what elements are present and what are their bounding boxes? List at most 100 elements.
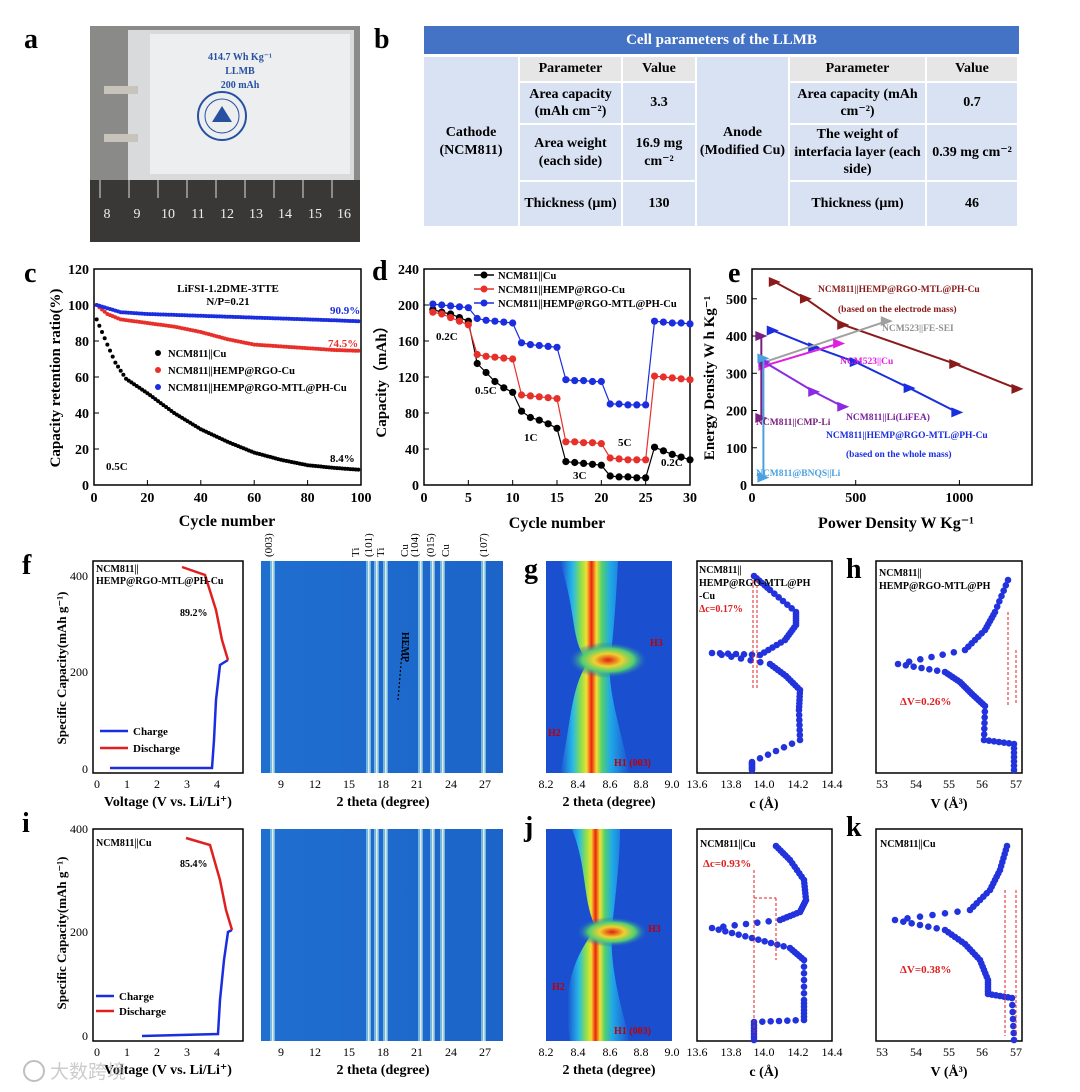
data-point [800, 983, 808, 990]
data-point [775, 1017, 783, 1025]
x-tick-label: 40 [194, 491, 208, 506]
data-point [110, 354, 115, 359]
data-point [118, 368, 123, 373]
peak-label: (104) [409, 533, 421, 557]
series-line [763, 361, 844, 408]
data-point [776, 916, 784, 924]
data-point [615, 400, 623, 408]
data-point [668, 374, 676, 382]
tick-label: 54 [910, 777, 922, 791]
data-point [722, 928, 729, 935]
x-tick-label: 30 [683, 491, 697, 506]
tick-label: 3 [184, 1045, 190, 1059]
phase-label: H2 [552, 982, 565, 993]
pouch-cell-photo: 414.7 Wh Kg⁻¹ LLMB 200 mAh 8 9 10 11 12 … [90, 26, 360, 242]
panel-label-i: i [22, 808, 30, 839]
legend-label: NCM811||Cu [498, 271, 556, 282]
tick-label: 56 [976, 1045, 988, 1059]
tick-label: 56 [976, 777, 988, 791]
data-point [768, 277, 781, 288]
data-point [597, 377, 605, 386]
data-point [535, 393, 543, 401]
legend-label: NCM811||HEMP@RGO-Cu [168, 366, 295, 377]
rate-label: 0.2C [661, 457, 683, 469]
y-tick-label: 300 [726, 367, 747, 382]
x-axis-title: Voltage (V vs. Li/Li⁺) [104, 795, 232, 810]
data-point [105, 342, 110, 347]
data-point [606, 472, 614, 480]
anode-label: Anode (Modified Cu) [697, 57, 790, 228]
panel-label-f: f [22, 550, 32, 581]
data-point [837, 319, 850, 330]
data-point [765, 918, 772, 925]
data-point [755, 936, 762, 943]
data-point [1010, 1022, 1017, 1030]
data-point [779, 597, 787, 605]
data-point [928, 653, 935, 661]
tick-label: 0 [82, 762, 88, 776]
panel-label-j: j [523, 812, 533, 843]
data-point [731, 922, 738, 929]
ruler-tick: 13 [249, 207, 263, 222]
data-point [1010, 766, 1018, 774]
data-point [718, 651, 725, 659]
legend-label: NCM811||Cu [168, 349, 226, 360]
data-point [949, 358, 962, 369]
header-value: Value [927, 57, 1019, 83]
data-point [597, 461, 605, 469]
chart-f: NCM811|| HEMP@RGO-MTL@PH-Cu 89.2% Charge… [54, 560, 244, 810]
tick-label: 53 [876, 1045, 888, 1059]
data-point [784, 601, 791, 608]
data-point [615, 455, 623, 463]
photo-label-llmb: LLMB [225, 66, 255, 77]
data-point [668, 450, 676, 458]
data-point [464, 304, 472, 312]
data-point [102, 309, 107, 314]
watermark: 大数跨境 [23, 1060, 126, 1083]
data-point [1000, 587, 1007, 594]
data-point [526, 392, 535, 400]
data-point [482, 368, 490, 377]
tick-label: 8.2 [539, 1045, 554, 1059]
data-point [772, 747, 780, 755]
ruler-tick: 10 [161, 207, 175, 222]
x-tick-label: 10 [506, 491, 520, 506]
data-point [429, 300, 437, 308]
data-point [544, 394, 552, 402]
data-point [981, 702, 989, 710]
university-seal-icon [197, 91, 247, 141]
data-point [633, 456, 641, 464]
tick-label: 9 [278, 777, 284, 791]
data-point [755, 331, 768, 342]
legend-marker [155, 384, 161, 390]
data-point [929, 911, 936, 919]
tick-label: 18 [377, 777, 389, 791]
legend-marker [155, 367, 161, 373]
data-point [580, 439, 588, 447]
data-point [113, 360, 118, 365]
data-point [650, 372, 659, 380]
delta-c-value: Δc=0.17% [699, 604, 743, 615]
y-axis-title: Capacity（mAh） [372, 318, 390, 437]
data-point [473, 314, 481, 323]
tick-label: 400 [70, 822, 88, 836]
data-point [916, 921, 924, 929]
y-tick-label: 240 [398, 263, 419, 278]
x-tick-label: 0 [421, 491, 428, 506]
xrd-contour-f: HEMP (003) Ti (101) Ti Cu(104) (015) Cu (107) 9… [261, 533, 503, 810]
data-point [588, 439, 597, 447]
tab-terminal [104, 86, 138, 94]
tick-label: 400 [70, 569, 88, 583]
table-cell: 130 [623, 182, 697, 228]
delta-v-value: ΔV=0.38% [900, 964, 951, 976]
x-axis-title: 2 theta (degree) [336, 1063, 429, 1078]
data-point [544, 420, 552, 428]
data-point [642, 456, 650, 464]
rate-label: 1C [524, 432, 538, 444]
series-label: NCM523||FE-SEI [882, 324, 954, 334]
data-point [606, 454, 614, 462]
y-tick-label: 0 [82, 479, 89, 494]
series-line [772, 329, 958, 414]
